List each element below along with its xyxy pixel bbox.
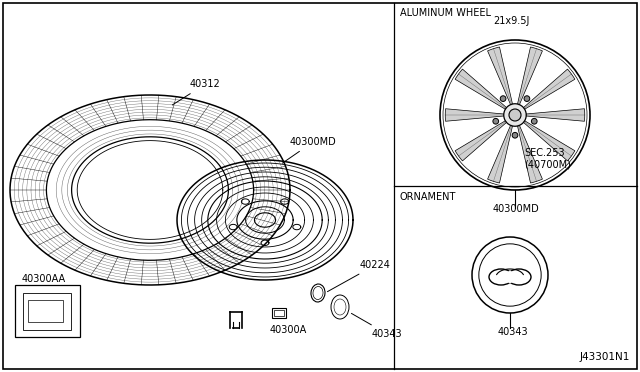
Text: 40343: 40343 — [498, 327, 529, 337]
Text: 40343: 40343 — [351, 313, 403, 339]
Text: (40700M): (40700M) — [524, 159, 571, 169]
Circle shape — [479, 244, 541, 306]
Bar — [28, 300, 63, 322]
Ellipse shape — [334, 299, 346, 315]
Circle shape — [531, 118, 537, 124]
Circle shape — [504, 104, 526, 126]
Ellipse shape — [331, 295, 349, 319]
Text: 40312: 40312 — [172, 79, 220, 105]
Polygon shape — [445, 109, 504, 121]
Ellipse shape — [505, 271, 515, 283]
Ellipse shape — [311, 284, 325, 302]
Polygon shape — [517, 47, 543, 105]
Text: ALUMINUM WHEEL: ALUMINUM WHEEL — [399, 8, 491, 18]
Bar — [272, 308, 286, 318]
Polygon shape — [488, 47, 513, 105]
Text: 40300MD: 40300MD — [493, 204, 540, 214]
Circle shape — [509, 109, 521, 121]
Text: 40224: 40224 — [328, 260, 391, 292]
Circle shape — [512, 132, 518, 138]
Text: 21x9.5J: 21x9.5J — [493, 16, 529, 26]
Text: ORNAMENT: ORNAMENT — [399, 192, 456, 202]
Bar — [23, 293, 71, 330]
Polygon shape — [523, 121, 575, 161]
Text: SEC.253: SEC.253 — [524, 148, 565, 158]
Circle shape — [440, 40, 590, 190]
Circle shape — [493, 118, 499, 124]
Circle shape — [524, 96, 530, 102]
Polygon shape — [525, 109, 585, 121]
Polygon shape — [455, 69, 507, 110]
Text: 40300A: 40300A — [270, 325, 307, 335]
Polygon shape — [523, 69, 575, 110]
Text: 40300MD: 40300MD — [282, 137, 337, 163]
Bar — [15, 285, 80, 337]
Bar — [274, 310, 284, 316]
Circle shape — [500, 96, 506, 102]
Polygon shape — [517, 125, 543, 183]
Circle shape — [472, 237, 548, 313]
Text: 40300AA: 40300AA — [22, 274, 66, 284]
Text: J43301N1: J43301N1 — [580, 352, 630, 362]
Polygon shape — [488, 125, 513, 183]
Polygon shape — [455, 121, 507, 161]
